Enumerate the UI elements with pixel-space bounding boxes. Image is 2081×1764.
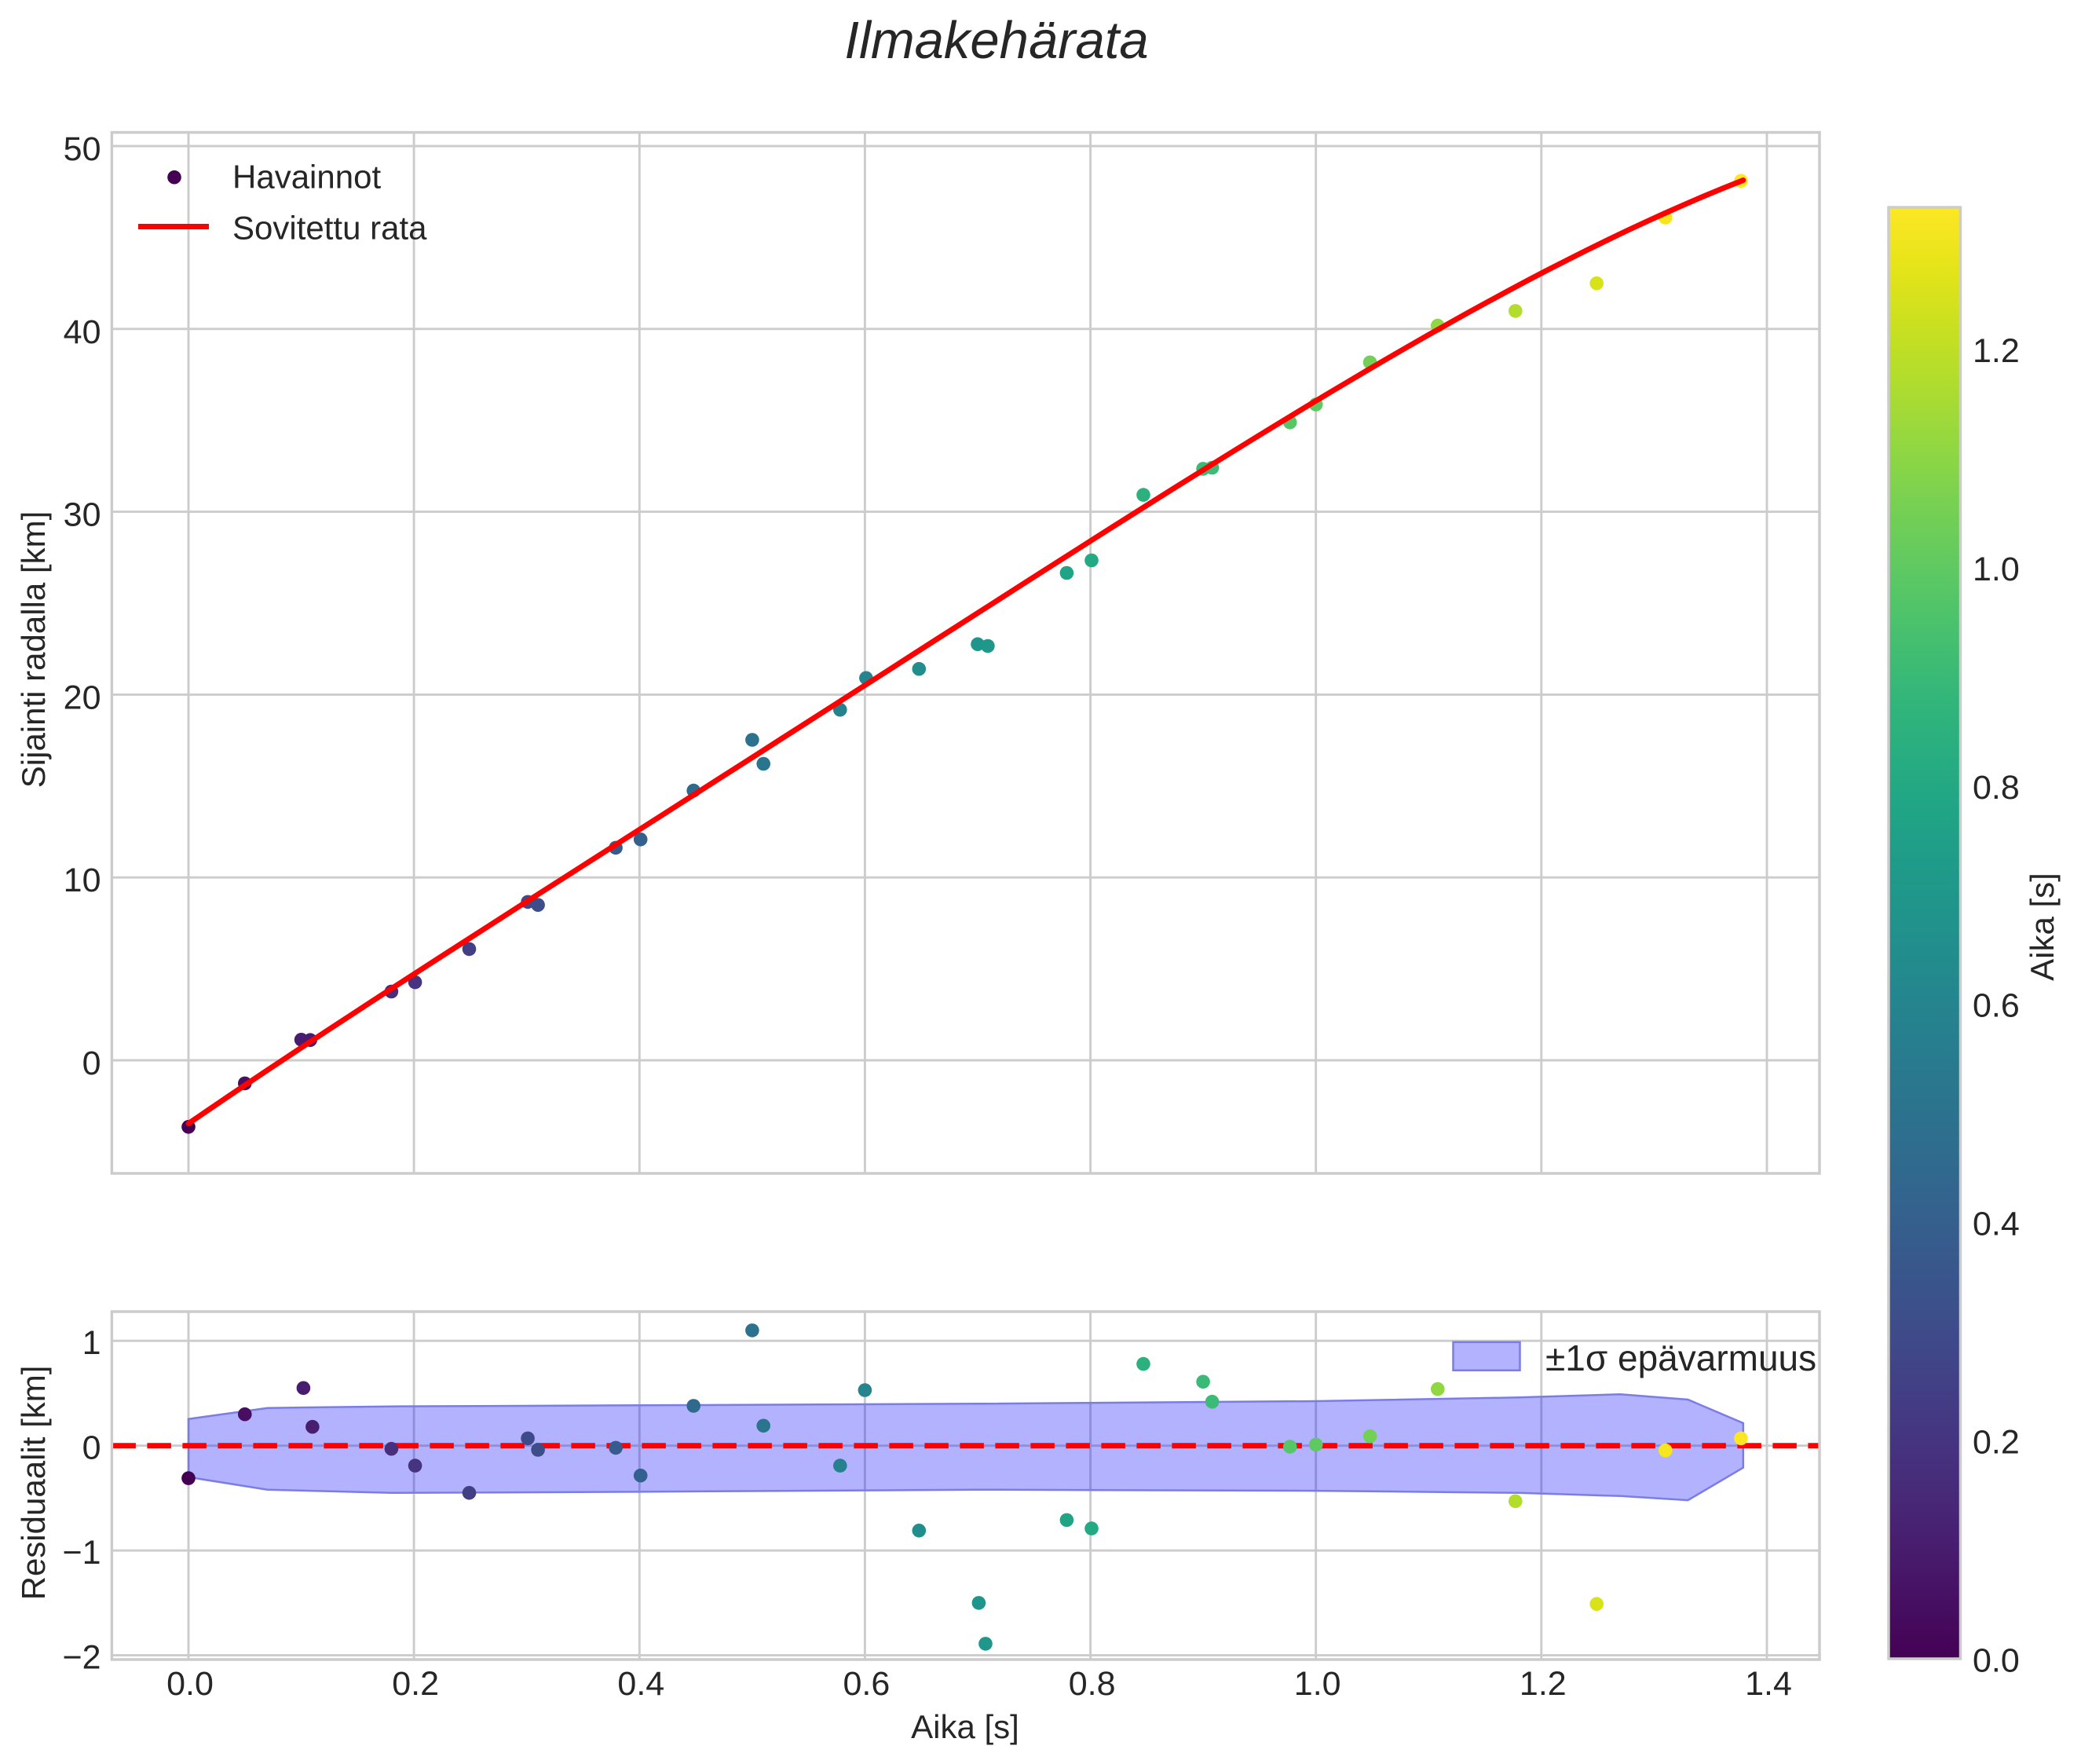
svg-text:−2: −2 xyxy=(62,1639,101,1677)
svg-text:1.4: 1.4 xyxy=(1745,1665,1792,1703)
svg-text:0.2: 0.2 xyxy=(392,1665,439,1703)
svg-text:30: 30 xyxy=(64,496,101,534)
svg-text:0.0: 0.0 xyxy=(166,1665,214,1703)
svg-text:0.2: 0.2 xyxy=(1973,1424,2020,1462)
svg-text:Havainnot: Havainnot xyxy=(232,159,381,196)
svg-text:50: 50 xyxy=(64,130,101,168)
svg-text:±1σ epävarmuus: ±1σ epävarmuus xyxy=(1545,1338,1816,1378)
svg-text:1.0: 1.0 xyxy=(1973,551,2020,588)
svg-text:1.0: 1.0 xyxy=(1294,1665,1341,1703)
svg-text:0.8: 0.8 xyxy=(1973,769,2020,807)
svg-text:0.8: 0.8 xyxy=(1069,1665,1116,1703)
svg-text:Residuaalit [km]: Residuaalit [km] xyxy=(15,1366,52,1601)
svg-text:0: 0 xyxy=(82,1429,101,1467)
svg-text:Aika [s]: Aika [s] xyxy=(911,1708,1019,1745)
svg-text:0.4: 0.4 xyxy=(617,1665,664,1703)
svg-text:Ilmakehärata: Ilmakehärata xyxy=(844,11,1148,70)
svg-text:Sijainti radalla [km]: Sijainti radalla [km] xyxy=(15,511,52,788)
svg-text:40: 40 xyxy=(64,313,101,351)
svg-text:−1: −1 xyxy=(62,1534,101,1572)
svg-text:1.2: 1.2 xyxy=(1520,1665,1567,1703)
svg-text:0.4: 0.4 xyxy=(1973,1206,2020,1243)
svg-text:Aika [s]: Aika [s] xyxy=(2024,873,2061,981)
svg-text:10: 10 xyxy=(64,862,101,899)
svg-text:1.2: 1.2 xyxy=(1973,332,2020,370)
svg-text:0.6: 0.6 xyxy=(843,1665,891,1703)
svg-text:1: 1 xyxy=(82,1324,101,1362)
svg-text:0: 0 xyxy=(82,1045,101,1082)
svg-text:Sovitettu rata: Sovitettu rata xyxy=(232,210,427,247)
svg-text:0.6: 0.6 xyxy=(1973,987,2020,1025)
svg-text:20: 20 xyxy=(64,679,101,716)
svg-text:0.0: 0.0 xyxy=(1973,1642,2020,1680)
